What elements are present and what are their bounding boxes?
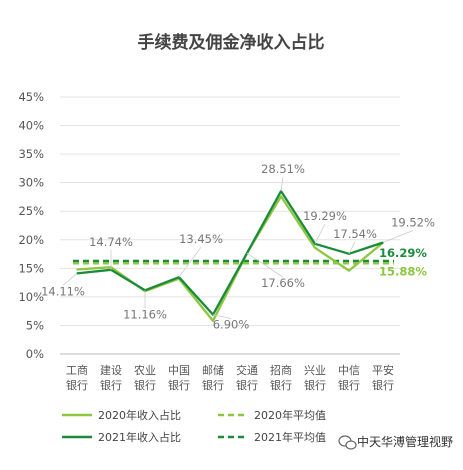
y-tick-label: 20%	[18, 233, 44, 247]
y-tick-label: 40%	[18, 119, 44, 133]
y-tick-label: 5%	[26, 318, 44, 332]
x-tick-label: 银行	[304, 378, 326, 392]
x-tick-label: 兴业	[304, 364, 326, 377]
data-labels: 14.11% 14.74% 11.16% 13.45% 6.90% 17.66% 28.51…	[41, 162, 435, 331]
watermark: 中天华溥管理视野	[338, 434, 453, 450]
data-label: 19.29%	[303, 209, 347, 223]
x-tick-label: 招商	[270, 363, 292, 377]
legend: 2020年收入占比 2020年平均值 2021年收入占比 2021年平均值	[62, 408, 326, 444]
leader-line	[246, 252, 284, 278]
x-tick-label: 银行	[66, 378, 88, 392]
data-label: 13.45%	[179, 232, 223, 246]
legend-label: 2021年平均值	[254, 430, 326, 444]
average-lines: 15.88% 16.29%	[73, 246, 427, 278]
x-tick-label: 工商	[66, 363, 88, 377]
data-point	[348, 269, 350, 272]
data-label: 6.90%	[213, 318, 250, 332]
y-tick-label: 0%	[26, 347, 44, 361]
x-tick-label: 银行	[202, 378, 224, 392]
data-label: 17.54%	[333, 227, 377, 241]
leader-line	[62, 273, 78, 286]
series-line	[76, 190, 384, 316]
leader-line	[382, 230, 414, 243]
y-tick-label: 25%	[18, 204, 44, 218]
data-point	[212, 320, 214, 322]
x-tick-label: 中信	[338, 364, 360, 377]
y-tick-label: 30%	[18, 176, 44, 190]
leader-line	[212, 314, 232, 319]
data-point	[280, 195, 282, 198]
x-tick-label: 中国	[168, 364, 190, 377]
data-point	[76, 268, 78, 271]
leader-line	[178, 246, 202, 278]
y-tick-label: 15%	[18, 261, 44, 275]
x-tick-label: 银行	[100, 378, 122, 392]
x-tick-label: 银行	[372, 378, 394, 392]
gridlines	[60, 96, 400, 355]
x-tick-label: 银行	[270, 378, 292, 392]
legend-label: 2020年收入占比	[98, 408, 181, 422]
average-label: 15.88%	[379, 264, 427, 278]
x-tick-label: 银行	[168, 378, 190, 392]
leader-line	[348, 241, 356, 255]
data-label: 17.66%	[261, 276, 305, 290]
series-lines	[76, 190, 384, 323]
data-label: 11.16%	[123, 307, 167, 321]
y-tick-label: 35%	[18, 147, 44, 161]
legend-label: 2021年收入占比	[98, 430, 181, 444]
data-label: 14.11%	[41, 284, 85, 298]
data-label: 28.51%	[261, 162, 305, 176]
chart-title: 手续费及佣金净收入占比	[138, 32, 325, 53]
average-label: 16.29%	[379, 246, 427, 260]
x-tick-label: 银行	[338, 378, 360, 392]
leader-line	[280, 177, 284, 192]
leader-line	[314, 223, 326, 245]
x-tick-label: 平安	[372, 363, 394, 377]
data-label: 14.74%	[89, 235, 133, 249]
wechat-icon	[338, 435, 357, 450]
data-point	[314, 246, 316, 249]
x-tick-label: 建设	[100, 363, 122, 377]
x-tick-label: 邮储	[202, 363, 224, 377]
data-label: 19.52%	[391, 216, 435, 230]
legend-label: 2020年平均值	[254, 408, 326, 422]
x-tick-label: 银行	[134, 378, 156, 392]
y-tick-label: 10%	[18, 290, 44, 304]
watermark-text: 中天华溥管理视野	[357, 434, 453, 449]
y-axis-ticks: 0% 5% 10% 15% 20% 25% 30% 35% 40% 45%	[18, 90, 44, 361]
y-tick-label: 45%	[18, 90, 44, 104]
x-tick-label: 农业	[134, 363, 156, 377]
x-tick-label: 银行	[236, 378, 258, 392]
x-tick-label: 交通	[236, 363, 258, 377]
